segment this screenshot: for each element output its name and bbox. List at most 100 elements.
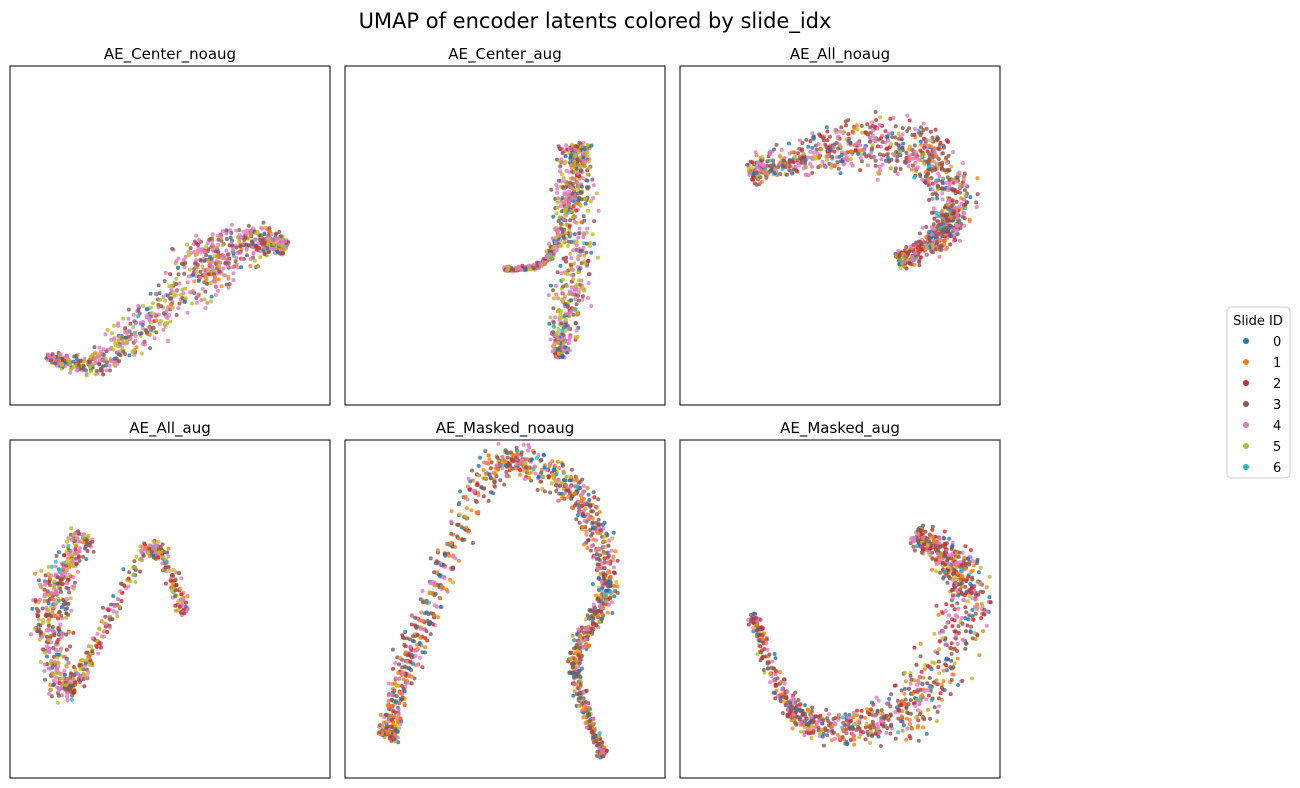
- scatter-point: [87, 360, 92, 365]
- scatter-point: [571, 277, 576, 281]
- scatter-point: [910, 133, 915, 137]
- scatter-point: [825, 129, 830, 134]
- scatter-point: [33, 598, 38, 603]
- scatter-point: [904, 156, 909, 160]
- scatter-point: [575, 282, 579, 287]
- scatter-point: [432, 603, 437, 608]
- scatter-point: [551, 288, 555, 293]
- scatter-point: [442, 551, 447, 556]
- scatter-point: [139, 550, 144, 555]
- scatter-point: [584, 241, 589, 246]
- scatter-point: [555, 336, 560, 341]
- scatter-point: [585, 226, 590, 231]
- scatter-point: [396, 671, 401, 676]
- scatter-point: [394, 683, 399, 688]
- scatter-point: [243, 235, 248, 240]
- scatter-point: [219, 234, 224, 239]
- scatter-point: [229, 231, 234, 235]
- scatter-point: [236, 265, 241, 270]
- scatter-point: [946, 199, 951, 204]
- scatter-point: [563, 231, 568, 236]
- scatter-point: [73, 680, 78, 685]
- scatter-point: [190, 301, 194, 306]
- scatter-point: [126, 316, 131, 321]
- scatter-point: [195, 252, 199, 257]
- scatter-point: [560, 328, 565, 333]
- scatter-point: [591, 616, 596, 621]
- scatter-point: [874, 118, 879, 122]
- scatter-point: [182, 265, 187, 270]
- scatter-point: [69, 526, 74, 531]
- scatter-point: [772, 167, 777, 172]
- scatter-point: [772, 147, 776, 152]
- scatter-point: [569, 298, 574, 303]
- scatter-point: [216, 237, 221, 242]
- scatter-point: [591, 602, 596, 607]
- scatter-point: [804, 137, 809, 142]
- scatter-point: [527, 475, 532, 480]
- scatter-point: [202, 297, 207, 302]
- scatter-point: [609, 600, 614, 605]
- scatter-point: [456, 536, 461, 541]
- scatter-point: [947, 181, 952, 186]
- scatter-point: [795, 169, 800, 174]
- scatter-point: [590, 509, 595, 514]
- scatter-point: [57, 569, 62, 574]
- scatter-point: [568, 180, 573, 185]
- scatter-point: [560, 354, 565, 359]
- scatter-point: [83, 546, 88, 551]
- scatter-point: [933, 191, 938, 196]
- scatter-point: [428, 556, 433, 561]
- scatter-point: [414, 648, 419, 653]
- scatter-point: [223, 261, 228, 265]
- scatter-point: [67, 361, 72, 366]
- scatter-point: [574, 517, 579, 522]
- scatter-point: [936, 164, 941, 169]
- scatter-point: [878, 115, 883, 120]
- scatter-point: [873, 158, 878, 163]
- scatter-point: [810, 170, 815, 175]
- scatter-point: [927, 230, 932, 235]
- scatter-point: [58, 622, 63, 627]
- scatter-point: [483, 476, 488, 481]
- scatter-point: [584, 230, 589, 235]
- scatter-point: [60, 582, 65, 587]
- scatter-point: [160, 561, 165, 566]
- scatter-point: [944, 138, 949, 143]
- scatter-point: [54, 600, 59, 605]
- scatter-point: [754, 153, 759, 158]
- scatter-point: [561, 175, 566, 180]
- scatter-point: [920, 225, 925, 230]
- scatter-point: [928, 144, 933, 149]
- scatter-point: [840, 159, 845, 164]
- scatter-point: [918, 255, 923, 260]
- scatter-point: [569, 285, 574, 290]
- scatter-point: [929, 249, 934, 254]
- scatter-point: [173, 594, 178, 599]
- scatter-point: [822, 164, 827, 169]
- scatter-point: [561, 469, 566, 474]
- scatter-point: [208, 281, 213, 286]
- scatter-point: [584, 178, 589, 183]
- scatter-point: [64, 601, 69, 606]
- scatter-point: [388, 713, 393, 718]
- scatter-point: [582, 518, 587, 523]
- scatter-point: [575, 686, 580, 690]
- scatter-point: [392, 714, 397, 719]
- scatter-point: [752, 171, 756, 176]
- scatter-point: [226, 261, 231, 266]
- scatter-point: [419, 610, 424, 615]
- scatter-point: [557, 346, 562, 350]
- scatter-point: [81, 535, 86, 540]
- scatter-point: [562, 208, 567, 213]
- scatter-point: [560, 151, 565, 155]
- scatter-point: [580, 477, 585, 482]
- scatter-point: [456, 502, 461, 507]
- scatter-point: [50, 665, 55, 670]
- scatter-point: [791, 160, 796, 165]
- scatter-point: [129, 332, 134, 337]
- scatter-point: [556, 296, 561, 301]
- scatter-point: [935, 196, 940, 201]
- scatter-point: [209, 294, 214, 299]
- scatter-point: [586, 538, 591, 543]
